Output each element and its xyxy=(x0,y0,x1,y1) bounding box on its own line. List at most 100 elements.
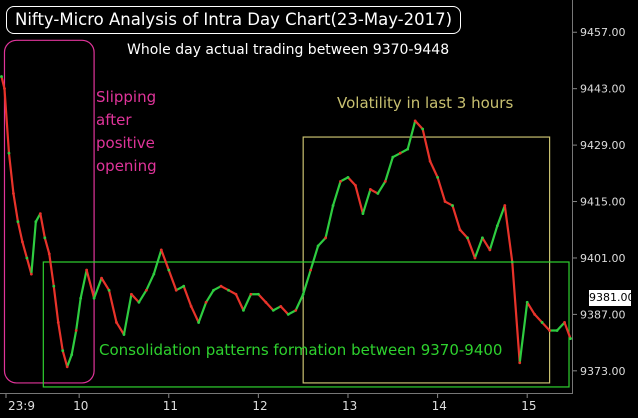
price-segment xyxy=(309,244,320,272)
price-segment xyxy=(30,220,37,276)
price-point xyxy=(137,300,141,304)
price-point xyxy=(555,329,559,332)
price-segment xyxy=(7,152,15,195)
price-segment xyxy=(197,301,208,324)
price-point xyxy=(428,159,432,163)
price-segment xyxy=(70,329,78,356)
price-segment xyxy=(384,156,394,183)
price-segment xyxy=(526,301,536,316)
price-point xyxy=(383,179,387,183)
price-point xyxy=(398,151,402,155)
slipping-line: positive xyxy=(96,134,155,152)
price-point xyxy=(256,292,260,296)
price-point xyxy=(294,308,298,312)
volatility-zone-box xyxy=(302,136,551,384)
price-segment xyxy=(257,293,267,304)
price-segment xyxy=(212,285,223,292)
price-segment xyxy=(145,272,155,292)
price-point xyxy=(174,288,178,292)
price-point xyxy=(249,292,253,296)
y-tick-label: 9457.00 xyxy=(580,26,626,39)
price-point xyxy=(331,204,335,207)
trading-range-note: Whole day actual trading between 9370-94… xyxy=(127,42,450,58)
price-point xyxy=(38,212,42,216)
price-point xyxy=(264,300,268,304)
price-segment xyxy=(302,268,312,296)
price-segment xyxy=(354,184,365,215)
y-tick-label: 9387.00 xyxy=(580,308,626,321)
price-segment xyxy=(279,305,290,316)
price-point xyxy=(219,284,223,288)
price-point xyxy=(74,329,78,332)
price-point xyxy=(234,292,238,296)
slipping-line: opening xyxy=(96,157,157,175)
price-segment xyxy=(294,293,305,312)
price-point xyxy=(242,308,245,312)
price-segment xyxy=(369,188,379,195)
price-point xyxy=(443,200,447,203)
price-point xyxy=(25,256,29,260)
price-point xyxy=(16,220,20,224)
price-segment xyxy=(242,293,253,312)
price-point xyxy=(47,252,51,256)
price-point xyxy=(473,256,477,260)
price-point xyxy=(346,175,350,179)
price-point xyxy=(52,284,56,288)
price-point xyxy=(197,321,201,324)
price-point xyxy=(569,337,572,340)
x-tick-label: 13 xyxy=(342,399,357,413)
price-segment xyxy=(182,285,193,308)
price-segment xyxy=(399,148,409,155)
price-point xyxy=(12,192,15,195)
price-point xyxy=(368,188,372,191)
price-segment xyxy=(75,297,82,332)
price-point xyxy=(548,329,551,332)
price-segment xyxy=(339,176,350,183)
price-point xyxy=(159,248,163,252)
price-segment xyxy=(16,220,24,243)
price-point xyxy=(0,75,3,78)
x-tick-label: 23:9 xyxy=(8,399,35,413)
price-point xyxy=(488,248,492,252)
price-segment xyxy=(473,236,484,260)
price-segment xyxy=(0,75,6,90)
price-point xyxy=(70,353,74,357)
x-tick-label: 12 xyxy=(252,399,267,413)
price-point xyxy=(107,288,111,292)
price-segment xyxy=(21,240,28,260)
price-segment xyxy=(555,321,566,332)
price-segment xyxy=(376,180,387,195)
price-segment xyxy=(190,305,200,324)
price-segment xyxy=(122,293,133,336)
price-point xyxy=(189,304,193,308)
price-point xyxy=(316,244,320,248)
price-point xyxy=(421,127,425,131)
price-point xyxy=(503,204,507,207)
price-point xyxy=(540,321,544,324)
price-point xyxy=(324,236,327,240)
price-segment xyxy=(92,277,103,300)
price-point xyxy=(361,212,365,216)
price-segment xyxy=(317,236,327,247)
y-axis: 9457.00 9443.00 9429.00 9415.00 9401.00 9387.… xyxy=(572,26,626,378)
price-segment xyxy=(346,176,357,187)
price-segment xyxy=(204,289,215,304)
price-segment xyxy=(61,349,69,368)
price-point xyxy=(339,179,342,183)
price-point xyxy=(286,313,290,316)
price-segment xyxy=(563,321,572,340)
price-segment xyxy=(48,252,55,288)
slipping-zone-box xyxy=(3,39,95,384)
price-point xyxy=(92,296,96,300)
y-tick-label: 9415.00 xyxy=(580,196,626,209)
price-segment xyxy=(152,248,163,276)
price-point xyxy=(495,224,499,228)
slipping-line: Slipping xyxy=(96,88,157,106)
price-segment xyxy=(443,200,454,207)
price-point xyxy=(130,292,133,296)
price-point xyxy=(122,333,126,336)
price-segment xyxy=(227,289,238,296)
price-segment xyxy=(436,176,447,203)
price-segment xyxy=(39,212,46,239)
price-point xyxy=(7,151,11,155)
